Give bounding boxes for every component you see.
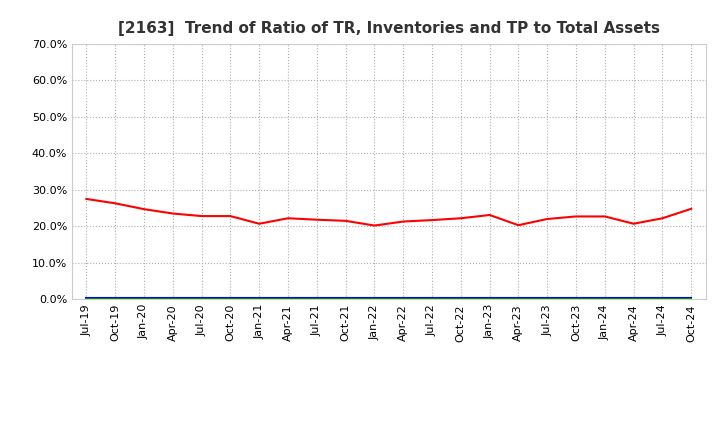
- Trade Payables: [312, 296, 321, 301]
- Inventories: [111, 296, 120, 301]
- Trade Receivables: [255, 221, 264, 226]
- Trade Payables: [514, 296, 523, 301]
- Trade Payables: [456, 296, 465, 301]
- Trade Receivables: [572, 214, 580, 219]
- Trade Receivables: [485, 213, 494, 218]
- Inventories: [572, 296, 580, 301]
- Trade Receivables: [168, 211, 177, 216]
- Trade Payables: [428, 296, 436, 301]
- Inventories: [687, 296, 696, 301]
- Line: Trade Receivables: Trade Receivables: [86, 199, 691, 226]
- Inventories: [428, 296, 436, 301]
- Inventories: [312, 296, 321, 301]
- Title: [2163]  Trend of Ratio of TR, Inventories and TP to Total Assets: [2163] Trend of Ratio of TR, Inventories…: [118, 21, 660, 36]
- Inventories: [284, 296, 292, 301]
- Inventories: [197, 296, 206, 301]
- Trade Payables: [543, 296, 552, 301]
- Trade Payables: [284, 296, 292, 301]
- Inventories: [82, 296, 91, 301]
- Trade Receivables: [629, 221, 638, 226]
- Trade Payables: [255, 296, 264, 301]
- Inventories: [341, 296, 350, 301]
- Trade Payables: [485, 296, 494, 301]
- Trade Receivables: [341, 218, 350, 224]
- Inventories: [226, 296, 235, 301]
- Trade Receivables: [456, 216, 465, 221]
- Inventories: [370, 296, 379, 301]
- Inventories: [485, 296, 494, 301]
- Inventories: [514, 296, 523, 301]
- Trade Receivables: [658, 216, 667, 221]
- Inventories: [140, 296, 148, 301]
- Trade Receivables: [197, 213, 206, 219]
- Trade Receivables: [312, 217, 321, 222]
- Trade Payables: [658, 296, 667, 301]
- Trade Receivables: [600, 214, 609, 219]
- Trade Payables: [111, 296, 120, 301]
- Trade Payables: [370, 296, 379, 301]
- Trade Payables: [140, 296, 148, 301]
- Trade Payables: [168, 296, 177, 301]
- Trade Payables: [687, 296, 696, 301]
- Trade Receivables: [82, 196, 91, 202]
- Trade Payables: [82, 296, 91, 301]
- Inventories: [399, 296, 408, 301]
- Inventories: [168, 296, 177, 301]
- Trade Receivables: [370, 223, 379, 228]
- Inventories: [600, 296, 609, 301]
- Trade Payables: [600, 296, 609, 301]
- Trade Receivables: [284, 216, 292, 221]
- Trade Receivables: [687, 206, 696, 212]
- Trade Receivables: [514, 223, 523, 228]
- Inventories: [629, 296, 638, 301]
- Trade Receivables: [428, 217, 436, 223]
- Trade Payables: [399, 296, 408, 301]
- Trade Receivables: [140, 206, 148, 212]
- Trade Payables: [197, 296, 206, 301]
- Inventories: [255, 296, 264, 301]
- Trade Receivables: [399, 219, 408, 224]
- Inventories: [543, 296, 552, 301]
- Trade Payables: [341, 296, 350, 301]
- Trade Payables: [226, 296, 235, 301]
- Inventories: [456, 296, 465, 301]
- Inventories: [658, 296, 667, 301]
- Trade Payables: [572, 296, 580, 301]
- Legend: Trade Receivables, Inventories, Trade Payables: Trade Receivables, Inventories, Trade Pa…: [164, 438, 613, 440]
- Trade Receivables: [111, 201, 120, 206]
- Trade Receivables: [226, 213, 235, 219]
- Trade Payables: [629, 296, 638, 301]
- Trade Receivables: [543, 216, 552, 222]
